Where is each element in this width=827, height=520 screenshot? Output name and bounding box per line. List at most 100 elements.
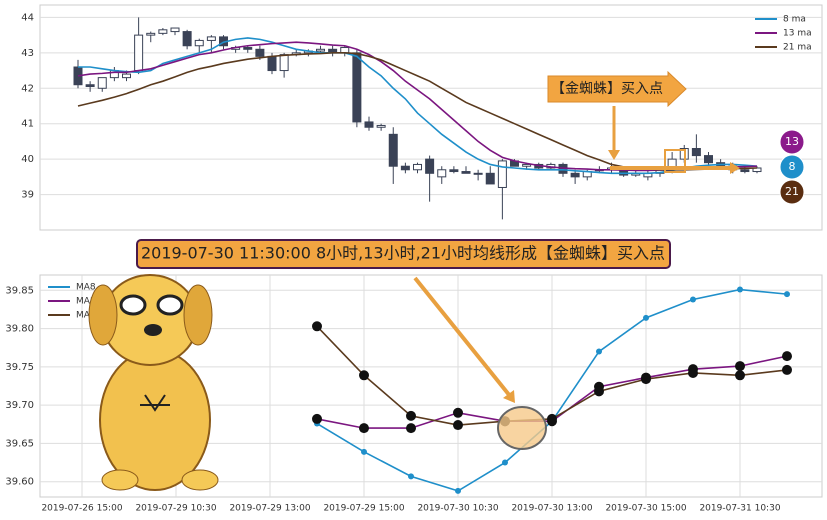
candle-body — [243, 47, 253, 50]
title-box — [136, 239, 671, 269]
x-tick-label: 2019-07-29 10:30 — [135, 504, 216, 514]
buy-label-box — [547, 70, 687, 108]
y-tick-label: 42 — [21, 83, 34, 94]
candle-body — [570, 172, 580, 178]
point — [453, 420, 463, 431]
point — [312, 413, 322, 424]
ma-line — [77, 52, 758, 171]
y-tick-label: 39.80 — [5, 324, 34, 335]
badge — [779, 129, 805, 155]
highlight-circle — [497, 406, 547, 450]
point — [406, 410, 416, 421]
y-tick-label: 40 — [21, 154, 34, 165]
point — [502, 459, 508, 466]
candle-body — [134, 34, 144, 72]
y-tick-label: 44 — [21, 12, 34, 23]
candle-body — [279, 54, 289, 72]
x-tick-label: 2019-07-29 15:00 — [323, 504, 404, 514]
focus-box — [664, 149, 686, 173]
candle-body — [413, 163, 422, 171]
candle-body — [388, 133, 398, 167]
candle-body — [704, 155, 713, 164]
point — [547, 413, 557, 424]
candle-body — [146, 32, 156, 36]
legend-label: MA13 — [76, 297, 101, 307]
candle-body — [364, 121, 374, 128]
point — [641, 374, 651, 385]
point — [408, 473, 414, 480]
ma-line — [78, 37, 758, 175]
candle-body — [485, 172, 495, 185]
candle-body — [85, 84, 95, 87]
x-tick-label: 2019-07-30 13:00 — [511, 504, 592, 514]
down-arrow-head — [608, 150, 620, 160]
point — [784, 291, 790, 298]
bottom-title: 2019-07-30 11:30:00 8小时,13小时,21小时均线形成【金蜘… — [141, 244, 665, 263]
ma-line — [77, 41, 758, 172]
y-tick-label: 43 — [21, 48, 34, 59]
pointer-arrow-head — [503, 390, 515, 403]
candle-body — [437, 169, 447, 178]
point — [643, 314, 649, 321]
point — [782, 351, 792, 362]
point — [782, 364, 792, 375]
x-tick-label: 2019-07-30 15:00 — [605, 504, 686, 514]
y-tick-label: 39.75 — [5, 362, 34, 373]
badge-label: 8 — [789, 160, 796, 173]
legend-label: MA8 — [76, 283, 96, 293]
bottom-plot-frame — [39, 274, 823, 498]
point — [735, 370, 745, 381]
y-tick-label: 39.60 — [5, 477, 34, 488]
y-tick-label: 39 — [21, 190, 34, 201]
candle-body — [522, 163, 532, 167]
x-tick-label: 2019-07-29 13:00 — [229, 504, 310, 514]
legend-label: 8 ma — [783, 15, 806, 25]
candle-body — [97, 77, 107, 89]
point — [455, 487, 461, 494]
badge-label: 21 — [785, 185, 799, 198]
candle-body — [473, 172, 483, 175]
x-tick-label: 2019-07-26 15:00 — [41, 504, 122, 514]
candle-body — [400, 165, 410, 171]
point — [406, 423, 416, 434]
candle-body — [170, 27, 180, 33]
point — [359, 370, 369, 381]
candle-body — [740, 169, 750, 173]
buy-label: 【金蜘蛛】买入点 — [551, 81, 663, 97]
point — [453, 407, 463, 418]
y-tick-label: 39.70 — [5, 400, 34, 411]
point — [359, 423, 369, 434]
point — [312, 321, 322, 332]
point — [688, 367, 698, 378]
candle-body — [449, 169, 459, 173]
flat-arrow-head — [730, 162, 740, 174]
candle-body — [182, 31, 192, 47]
candle-body — [267, 55, 277, 72]
top-plot-frame — [39, 4, 823, 231]
point — [361, 448, 367, 455]
dog-illustration — [88, 274, 219, 491]
badge-label: 13 — [785, 135, 799, 148]
candle-body — [316, 48, 325, 52]
legend-label: 13 ma — [783, 29, 812, 39]
point — [737, 286, 743, 293]
x-tick-label: 2019-07-31 10:30 — [699, 504, 780, 514]
candle-body — [122, 73, 131, 79]
candle-body — [352, 52, 362, 123]
candle-body — [691, 148, 701, 157]
point — [690, 296, 696, 303]
point — [594, 386, 604, 397]
y-tick-label: 39.65 — [5, 438, 34, 449]
point — [596, 348, 602, 355]
candle-body — [194, 39, 204, 47]
y-tick-label: 39.85 — [5, 285, 34, 296]
pointer-arrow — [413, 276, 512, 398]
candle-body — [425, 158, 435, 174]
x-tick-label: 2019-07-30 10:30 — [417, 504, 498, 514]
candle-body — [158, 29, 168, 34]
top-chart: 39 40 41 42 43 44 8 ma 13 ma 21 ma 13 8 21 — [21, 12, 822, 220]
candle-body — [255, 48, 265, 57]
y-tick-label: 41 — [21, 119, 34, 130]
candle-body — [206, 36, 216, 41]
badge — [779, 154, 805, 180]
